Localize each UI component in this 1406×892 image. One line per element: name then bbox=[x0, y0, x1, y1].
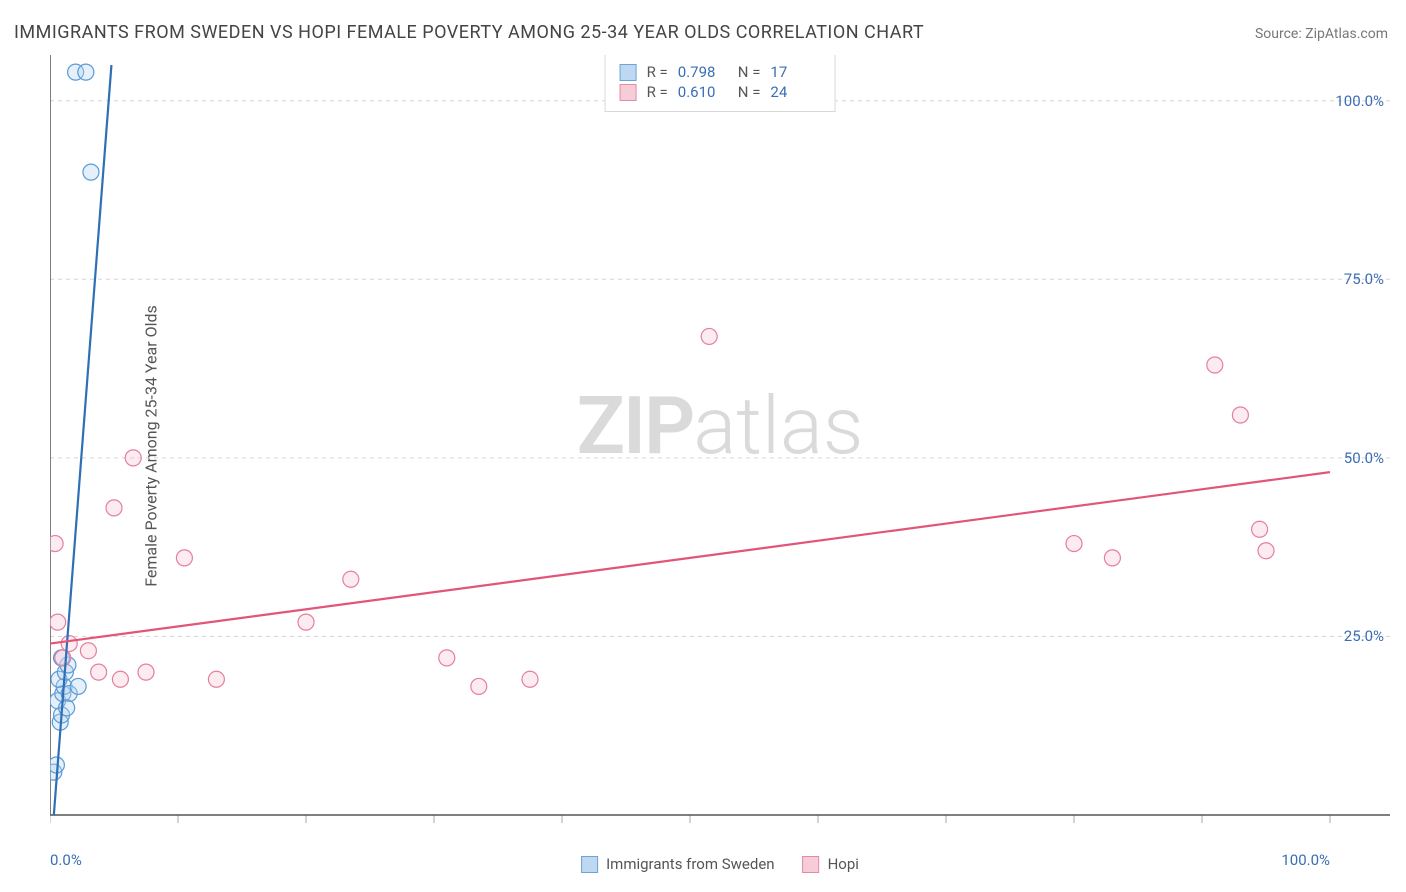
x-tick-label: 100.0% bbox=[1281, 851, 1330, 869]
data-point-hopi bbox=[176, 550, 192, 566]
trendline-sweden bbox=[54, 65, 112, 815]
plot-area: ZIPatlas 25.0%50.0%75.0%100.0%0.0%100.0%… bbox=[50, 55, 1390, 845]
legend-series-label: Hopi bbox=[828, 855, 859, 873]
data-point-hopi bbox=[1066, 536, 1082, 552]
legend-r-label: R = bbox=[647, 83, 668, 101]
data-point-hopi bbox=[91, 664, 107, 680]
data-point-hopi bbox=[343, 571, 359, 587]
data-point-hopi bbox=[439, 650, 455, 666]
data-point-hopi bbox=[106, 500, 122, 516]
legend-r-value: 0.610 bbox=[678, 83, 728, 101]
data-point-hopi bbox=[80, 643, 96, 659]
legend-correlation: R = 0.798 N = 17 R = 0.610 N = 24 bbox=[605, 55, 836, 112]
chart-title: IMMIGRANTS FROM SWEDEN VS HOPI FEMALE PO… bbox=[14, 22, 924, 43]
data-point-hopi bbox=[298, 614, 314, 630]
legend-row-sweden: R = 0.798 N = 17 bbox=[620, 63, 821, 81]
data-point-hopi bbox=[55, 650, 71, 666]
data-point-hopi bbox=[208, 671, 224, 687]
y-tick-label: 50.0% bbox=[1344, 449, 1384, 467]
legend-series: Immigrants from Sweden Hopi bbox=[581, 855, 859, 873]
legend-n-value: 24 bbox=[770, 83, 820, 101]
data-point-hopi bbox=[112, 671, 128, 687]
legend-r-label: R = bbox=[647, 63, 668, 81]
legend-item-hopi: Hopi bbox=[803, 855, 859, 873]
legend-item-sweden: Immigrants from Sweden bbox=[581, 855, 774, 873]
data-point-hopi bbox=[1207, 357, 1223, 373]
y-tick-label: 100.0% bbox=[1335, 92, 1384, 110]
data-point-hopi bbox=[1252, 521, 1268, 537]
data-point-hopi bbox=[1258, 543, 1274, 559]
y-tick-label: 75.0% bbox=[1344, 270, 1384, 288]
data-point-hopi bbox=[471, 678, 487, 694]
source-label: Source: ZipAtlas.com bbox=[1255, 26, 1388, 42]
trendline-hopi bbox=[50, 472, 1330, 643]
data-point-hopi bbox=[522, 671, 538, 687]
y-tick-label: 25.0% bbox=[1344, 627, 1384, 645]
data-point-hopi bbox=[701, 328, 717, 344]
data-point-hopi bbox=[125, 450, 141, 466]
chart-svg bbox=[50, 55, 1390, 845]
data-point-hopi bbox=[61, 636, 77, 652]
data-point-hopi bbox=[50, 614, 66, 630]
legend-r-value: 0.798 bbox=[678, 63, 728, 81]
legend-series-label: Immigrants from Sweden bbox=[606, 855, 774, 873]
legend-row-hopi: R = 0.610 N = 24 bbox=[620, 83, 821, 101]
data-point-sweden bbox=[78, 64, 94, 80]
data-point-hopi bbox=[1104, 550, 1120, 566]
data-point-sweden bbox=[83, 164, 99, 180]
x-tick-label: 0.0% bbox=[50, 851, 82, 869]
data-point-hopi bbox=[138, 664, 154, 680]
legend-n-label: N = bbox=[738, 63, 761, 81]
legend-swatch bbox=[620, 64, 637, 81]
data-point-hopi bbox=[1232, 407, 1248, 423]
legend-swatch bbox=[581, 856, 598, 873]
legend-n-value: 17 bbox=[770, 63, 820, 81]
legend-swatch bbox=[620, 84, 637, 101]
data-point-sweden bbox=[70, 678, 86, 694]
legend-swatch bbox=[803, 856, 820, 873]
data-point-hopi bbox=[50, 536, 63, 552]
legend-n-label: N = bbox=[738, 83, 761, 101]
